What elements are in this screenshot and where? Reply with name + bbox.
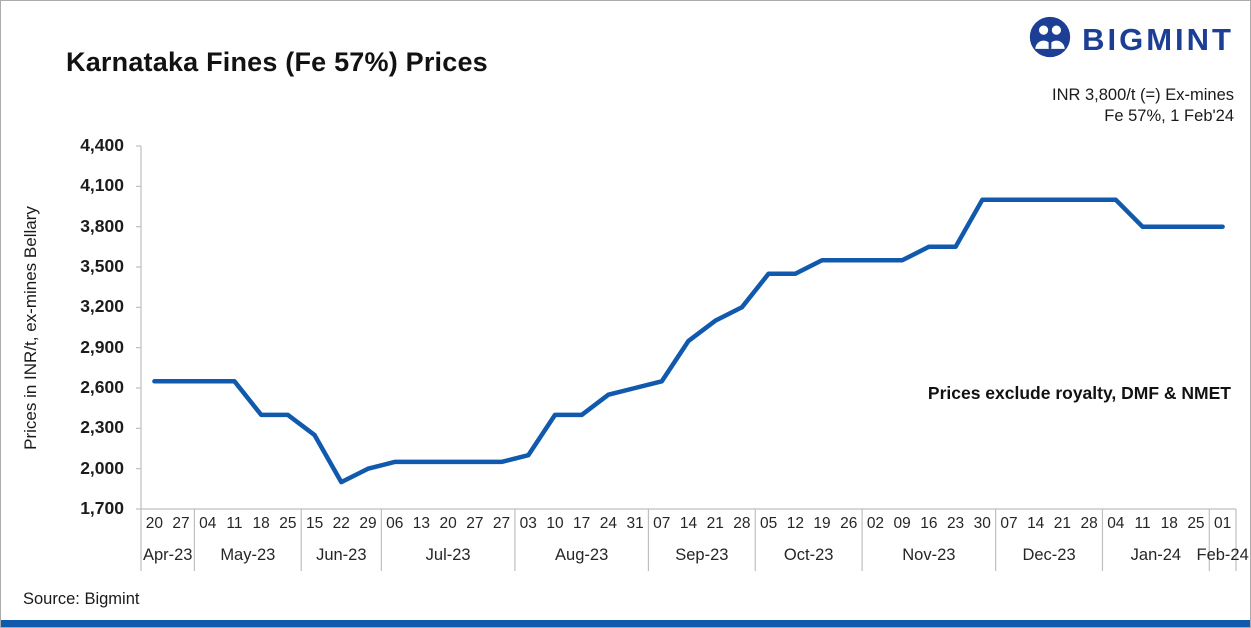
y-tick-label: 2,900 [80,336,124,357]
y-tick-label: 3,500 [80,256,124,276]
price-callout: INR 3,800/t (=) Ex-mines Fe 57%, 1 Feb'2… [1052,85,1234,127]
x-tick-day-label: 03 [519,515,537,532]
x-tick-day-label: 14 [1027,515,1045,532]
y-tick-label: 3,800 [80,215,124,236]
x-tick-day-label: 27 [172,515,190,532]
x-tick-day-label: 21 [706,515,724,532]
price-line-series [152,197,1225,485]
x-tick-day-label: 04 [1107,515,1125,532]
x-tick-day-label: 29 [359,515,377,532]
chart-title: Karnataka Fines (Fe 57%) Prices [66,47,488,77]
x-tick-day-label: 20 [145,515,163,532]
x-group-month-label: Nov-23 [902,546,956,564]
x-tick-day-label: 10 [546,515,564,532]
chart-annotation: Prices exclude royalty, DMF & NMET [927,383,1231,403]
x-tick-day-label: 07 [653,515,671,532]
x-tick-day-label: 26 [840,515,858,532]
x-tick-day-label: 11 [226,515,243,532]
x-tick-day-label: 25 [1187,515,1205,532]
x-tick-day-label: 20 [439,515,457,532]
x-tick-day-label: 01 [1214,515,1232,532]
y-axis-title: Prices in INR/t, ex-mines Bellary [21,206,40,450]
y-tick-label: 2,600 [80,377,124,397]
x-tick-day-label: 28 [1080,515,1098,532]
x-tick-day-label: 17 [573,515,591,532]
x-group-month-label: Dec-23 [1022,546,1076,564]
x-tick-day-label: 13 [412,515,431,532]
x-tick-day-label: 24 [599,515,617,532]
x-tick-day-label: 16 [920,515,938,532]
x-group-month-label: Feb-24 [1196,546,1249,564]
x-group-month-label: Sep-23 [675,546,729,564]
price-callout-line1: INR 3,800/t (=) Ex-mines [1051,86,1234,104]
y-tick-label: 4,400 [80,135,124,155]
x-tick-day-label: 23 [946,515,965,532]
x-group-month-label: Oct-23 [783,546,834,564]
x-tick-day-label: 02 [866,515,885,532]
source-note: Source: Bigmint [23,590,140,608]
x-tick-day-label: 31 [626,515,644,532]
x-tick-day-label: 19 [813,515,831,532]
x-tick-day-label: 18 [1160,515,1178,532]
x-tick-day-label: 27 [466,515,484,532]
y-tick-label: 2,000 [80,457,124,478]
x-tick-day-label: 09 [893,515,911,532]
brand-name: BIGMINT [1082,21,1234,57]
x-group-month-label: Aug-23 [555,546,609,564]
x-tick-day-label: 25 [279,515,297,532]
x-group-month-label: May-23 [220,546,276,564]
x-tick-day-label: 14 [679,515,698,532]
bigmint-logo-icon [1028,15,1072,64]
y-tick-label: 2,300 [80,417,124,438]
x-tick-day-label: 18 [252,515,270,532]
brand-logo: BIGMINT [1028,15,1234,64]
x-tick-day-label: 22 [332,515,350,532]
x-tick-day-label: 28 [733,515,751,532]
x-tick-day-label: 27 [492,515,511,532]
x-tick-day-label: 04 [199,515,217,532]
x-group-month-label: Jun-23 [316,546,367,564]
x-group-month-label: Jan-24 [1130,546,1182,564]
x-group-month-label: Jul-23 [425,546,471,564]
y-tick-label: 3,200 [80,296,124,317]
x-tick-day-label: 15 [305,515,324,532]
x-tick-day-label: 12 [786,515,804,532]
x-tick-day-label: 30 [973,515,991,532]
bottom-accent-bar [1,620,1250,627]
x-tick-day-label: 05 [759,515,778,532]
x-tick-day-label: 06 [386,515,404,532]
x-tick-day-label: 21 [1053,515,1072,532]
price-callout-line2: Fe 57%, 1 Feb'24 [1104,107,1234,125]
y-tick-label: 4,100 [80,175,124,196]
y-tick-label: 1,700 [80,498,124,518]
x-tick-day-label: 11 [1134,515,1151,532]
x-group-month-label: Apr-23 [142,546,193,564]
x-tick-day-label: 07 [1000,515,1018,532]
